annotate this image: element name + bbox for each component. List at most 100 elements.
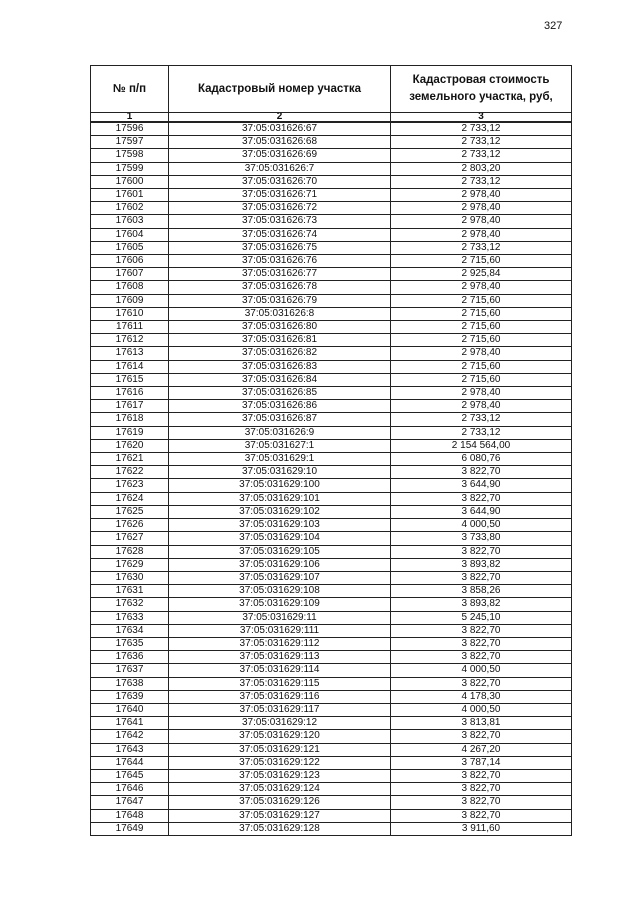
cadastral-value-cell: 4 267,20: [390, 742, 572, 757]
cadastral-value-cell: 3 822,70: [390, 623, 572, 638]
row-number-cell: 17640: [90, 702, 169, 718]
header-row: № п/п Кадастровый номер участка Кадастро…: [90, 65, 572, 113]
table-row: 17645 37:05:031629:123 3 822,70: [90, 768, 572, 784]
row-number-cell: 17609: [90, 293, 169, 308]
table-row: 17633 37:05:031629:11 5 245,10: [90, 610, 572, 625]
row-number-cell: 17629: [90, 557, 169, 572]
table-row: 17618 37:05:031626:87 2 733,12: [90, 412, 572, 427]
table-row: 17623 37:05:031629:100 3 644,90: [90, 478, 572, 493]
cadastral-value-cell: 3 822,70: [390, 729, 572, 744]
table-row: 17640 37:05:031629:117 4 000,50: [90, 702, 572, 718]
cadastral-value-cell: 2 154 564,00: [390, 438, 572, 454]
cadastral-number-cell: 37:05:031626:68: [168, 135, 391, 150]
cadastral-number-cell: 37:05:031629:121: [168, 742, 391, 757]
row-number-cell: 17637: [90, 663, 169, 678]
cadastral-value-cell: 2 733,12: [390, 174, 572, 190]
cadastral-value-cell: 2 978,40: [390, 227, 572, 242]
row-number-cell: 17626: [90, 518, 169, 533]
table-row: 17639 37:05:031629:116 4 178,30: [90, 689, 572, 704]
cadastral-number-cell: 37:05:031629:108: [168, 584, 391, 599]
row-number-cell: 17622: [90, 465, 169, 480]
cadastral-value-cell: 2 715,60: [390, 306, 572, 322]
column-number-row: 1 2 3: [90, 112, 572, 123]
table-row: 17605 37:05:031626:75 2 733,12: [90, 240, 572, 256]
header-number: № п/п: [90, 65, 169, 113]
cadastral-value-cell: 6 080,76: [390, 452, 572, 467]
cadastral-number-cell: 37:05:031626:74: [168, 227, 391, 242]
cadastral-value-cell: 3 733,80: [390, 531, 572, 546]
cadastral-number-cell: 37:05:031626:67: [168, 121, 391, 137]
row-number-cell: 17614: [90, 359, 169, 374]
cadastral-number-cell: 37:05:031629:107: [168, 570, 391, 586]
cadastral-value-cell: 2 715,60: [390, 372, 572, 388]
cadastral-value-cell: 2 733,12: [390, 135, 572, 150]
table-row: 17629 37:05:031629:106 3 893,82: [90, 557, 572, 572]
table-row: 17612 37:05:031626:81 2 715,60: [90, 333, 572, 348]
cadastral-number-cell: 37:05:031626:77: [168, 267, 391, 282]
table-row: 17608 37:05:031626:78 2 978,40: [90, 280, 572, 295]
cadastral-number-cell: 37:05:031629:106: [168, 557, 391, 572]
cadastral-number-cell: 37:05:031626:85: [168, 386, 391, 401]
cadastral-number-cell: 37:05:031629:120: [168, 729, 391, 744]
cadastral-number-cell: 37:05:031626:8: [168, 306, 391, 322]
cadastral-number-cell: 37:05:031629:103: [168, 518, 391, 533]
cadastral-number-cell: 37:05:031629:102: [168, 504, 391, 520]
cadastral-value-cell: 4 000,50: [390, 663, 572, 678]
table-row: 17604 37:05:031626:74 2 978,40: [90, 227, 572, 242]
cadastral-number-cell: 37:05:031629:122: [168, 755, 391, 770]
cadastral-number-cell: 37:05:031629:112: [168, 636, 391, 652]
table-row: 17621 37:05:031629:1 6 080,76: [90, 452, 572, 467]
page-number: 327: [544, 20, 563, 32]
row-number-cell: 17649: [90, 821, 169, 836]
table-row: 17602 37:05:031626:72 2 978,40: [90, 201, 572, 216]
cadastral-number-cell: 37:05:031629:126: [168, 795, 391, 810]
cadastral-value-cell: 3 822,70: [390, 676, 572, 691]
cadastral-number-cell: 37:05:031629:124: [168, 782, 391, 797]
cadastral-number-cell: 37:05:031626:9: [168, 425, 391, 440]
table-row: 17596 37:05:031626:67 2 733,12: [90, 121, 572, 137]
row-number-cell: 17605: [90, 240, 169, 256]
row-number-cell: 17628: [90, 544, 169, 559]
row-number-cell: 17596: [90, 121, 169, 137]
cadastral-value-cell: 2 733,12: [390, 121, 572, 137]
row-number-cell: 17604: [90, 227, 169, 242]
row-number-cell: 17615: [90, 372, 169, 388]
row-number-cell: 17599: [90, 161, 169, 176]
cadastral-value-cell: 3 858,26: [390, 584, 572, 599]
cadastral-value-cell: 3 822,70: [390, 544, 572, 559]
table-row: 17628 37:05:031629:105 3 822,70: [90, 544, 572, 559]
header-cadastral-number: Кадастровый номер участка: [168, 65, 391, 113]
table-row: 17631 37:05:031629:108 3 858,26: [90, 584, 572, 599]
table-row: 17643 37:05:031629:121 4 267,20: [90, 742, 572, 757]
row-number-cell: 17611: [90, 320, 169, 335]
cadastral-value-cell: 3 822,70: [390, 782, 572, 797]
cadastral-number-cell: 37:05:031626:87: [168, 412, 391, 427]
cadastral-value-cell: 3 822,70: [390, 636, 572, 652]
table-row: 17622 37:05:031629:10 3 822,70: [90, 465, 572, 480]
table-row: 17649 37:05:031629:128 3 911,60: [90, 821, 572, 836]
row-number-cell: 17624: [90, 491, 169, 506]
cadastral-value-cell: 3 822,70: [390, 465, 572, 480]
cadastral-number-cell: 37:05:031626:76: [168, 254, 391, 269]
cadastral-number-cell: 37:05:031629:1: [168, 452, 391, 467]
row-number-cell: 17648: [90, 808, 169, 823]
cadastral-value-cell: 2 978,40: [390, 201, 572, 216]
cadastral-value-cell: 2 715,60: [390, 359, 572, 374]
cadastral-number-cell: 37:05:031626:72: [168, 201, 391, 216]
table-row: 17637 37:05:031629:114 4 000,50: [90, 663, 572, 678]
cadastral-value-cell: 3 822,70: [390, 570, 572, 586]
table-row: 17625 37:05:031629:102 3 644,90: [90, 504, 572, 520]
cadastral-number-cell: 37:05:031629:116: [168, 689, 391, 704]
row-number-cell: 17627: [90, 531, 169, 546]
table-row: 17619 37:05:031626:9 2 733,12: [90, 425, 572, 440]
cadastral-value-cell: 3 822,70: [390, 768, 572, 784]
row-number-cell: 17618: [90, 412, 169, 427]
cadastral-value-cell: 3 893,82: [390, 557, 572, 572]
table-row: 17615 37:05:031626:84 2 715,60: [90, 372, 572, 388]
column-number-3: 3: [390, 112, 572, 123]
cadastral-value-cell: 2 925,84: [390, 267, 572, 282]
cadastral-number-cell: 37:05:031626:70: [168, 174, 391, 190]
cadastral-value-cell: 3 822,70: [390, 808, 572, 823]
cadastral-value-cell: 2 803,20: [390, 161, 572, 176]
row-number-cell: 17643: [90, 742, 169, 757]
